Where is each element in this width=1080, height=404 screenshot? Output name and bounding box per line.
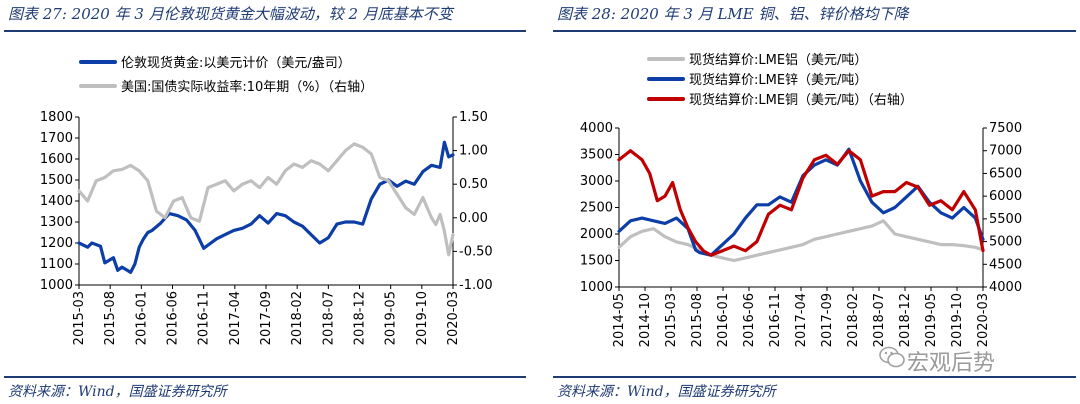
x-tick-label: 2015-03	[664, 293, 679, 347]
series-line-1	[617, 219, 985, 263]
y-left-tick-label: 3000	[580, 174, 613, 189]
y-right-tick-label: 5000	[989, 235, 1022, 250]
x-tick-label: 2014-10	[638, 293, 653, 347]
x-tick-label: 2020-03	[446, 291, 461, 345]
wechat-icon	[879, 346, 905, 368]
x-tick-label: 2018-12	[353, 291, 368, 345]
y-right-tick-label: 4500	[989, 257, 1022, 272]
y-right-tick-label: 6000	[989, 189, 1022, 204]
y-right-tick-label: 0.00	[459, 211, 488, 226]
watermark-text: 宏观后势	[907, 351, 996, 376]
legend-label: 现货结算价:LME锌（美元/吨）	[689, 72, 867, 88]
y-left-tick-label: 1500	[580, 254, 613, 269]
x-tick-label: 2014-05	[612, 293, 627, 347]
chart-gold-treasury: 1000 1100 1200 1300 1400 1500 1600 1700 1800 -1.0…	[40, 55, 493, 345]
y-left-tick-label: 1800	[40, 110, 73, 125]
series-line-2	[77, 142, 455, 257]
y-left-tick-label: 1100	[40, 257, 73, 272]
x-tick-label: 2016-11	[197, 291, 212, 345]
y-left-tick-label: 4000	[580, 121, 613, 136]
chart-title: 图表 28: 2020 年 3 月 LME 铜、铝、锌价格均下降	[557, 5, 909, 23]
chart-panel-gold: 图表 27: 2020 年 3 月伦敦现货黄金大幅波动，较 2 月底基本不变 1…	[0, 0, 530, 404]
y-left-tick-label: 1000	[580, 280, 613, 295]
y-right-tick-label: 1.50	[459, 110, 488, 125]
x-tick-label: 2019-10	[950, 293, 965, 347]
y-left-tick-label: 3500	[580, 148, 613, 163]
source-rule	[4, 376, 526, 378]
x-tick-label: 2018-02	[290, 291, 305, 345]
x-tick-label: 2018-02	[846, 293, 861, 347]
source-rule	[553, 376, 1076, 378]
y-right-tick-label: 6500	[989, 166, 1022, 181]
x-tick-label: 2017-04	[794, 293, 809, 347]
x-tick-label: 2016-01	[716, 293, 731, 347]
y-left-tick-label: 1700	[40, 131, 73, 146]
legend-label: 现货结算价:LME铜（美元/吨）（右轴）	[689, 92, 913, 108]
chart-lme-metals: 1000 1500 2000 2500 3000 3500 4000 4000 4500 5000…	[580, 52, 1022, 347]
y-left-tick-label: 1200	[40, 236, 73, 251]
x-tick-label: 2017-09	[259, 291, 274, 345]
chart-source: 资料来源：Wind，国盛证券研究所	[557, 384, 776, 400]
x-tick-label: 2017-04	[228, 291, 243, 345]
x-tick-label: 2016-06	[742, 293, 757, 347]
x-tick-label: 2016-11	[768, 293, 783, 347]
series-line-3	[617, 149, 985, 257]
y-left-tick-label: 1600	[40, 152, 73, 167]
y-right-tick-label: 1.00	[459, 144, 488, 159]
legend-label: 伦敦现货黄金:以美元计价（美元/盎司）	[121, 55, 351, 71]
y-right-tick-label: -0.50	[459, 244, 493, 259]
chart-title: 图表 27: 2020 年 3 月伦敦现货黄金大幅波动，较 2 月底基本不变	[8, 5, 453, 23]
title-rule	[4, 30, 526, 32]
x-tick-label: 2017-09	[820, 293, 835, 347]
y-right-tick-label: 5500	[989, 212, 1022, 227]
x-tick-label: 2015-03	[72, 291, 87, 345]
x-tick-label: 2019-10	[415, 291, 430, 345]
y-left-tick-label: 1500	[40, 173, 73, 188]
chart-panel-metals: 图表 28: 2020 年 3 月 LME 铜、铝、锌价格均下降 1000 150…	[549, 0, 1080, 404]
y-right-tick-label: 7500	[989, 121, 1022, 136]
y-left-tick-label: 1400	[40, 194, 73, 209]
y-left-tick-label: 1000	[40, 278, 73, 293]
legend-label: 现货结算价:LME铝（美元/吨）	[689, 52, 867, 68]
x-tick-label: 2018-12	[898, 293, 913, 347]
legend-label: 美国:国债实际收益率:10年期（%）（右轴）	[121, 79, 373, 95]
y-left-tick-label: 2500	[580, 201, 613, 216]
title-rule	[553, 30, 1076, 32]
x-tick-label: 2015-08	[690, 293, 705, 347]
x-tick-label: 2020-03	[976, 293, 991, 347]
y-right-tick-label: 4000	[989, 280, 1022, 295]
x-tick-label: 2015-08	[103, 291, 118, 345]
x-tick-label: 2019-05	[924, 293, 939, 347]
x-tick-label: 2019-05	[384, 291, 399, 345]
x-tick-label: 2018-07	[321, 291, 336, 345]
y-right-tick-label: -1.00	[459, 278, 493, 293]
chart-source: 资料来源：Wind，国盛证券研究所	[8, 384, 227, 400]
y-left-tick-label: 2000	[580, 227, 613, 242]
x-tick-label: 2018-07	[872, 293, 887, 347]
series-line-1	[77, 140, 455, 274]
y-left-tick-label: 1300	[40, 215, 73, 230]
x-tick-label: 2016-01	[134, 291, 149, 345]
x-tick-label: 2016-06	[166, 291, 181, 345]
y-right-tick-label: 0.50	[459, 177, 488, 192]
y-right-tick-label: 7000	[989, 144, 1022, 159]
